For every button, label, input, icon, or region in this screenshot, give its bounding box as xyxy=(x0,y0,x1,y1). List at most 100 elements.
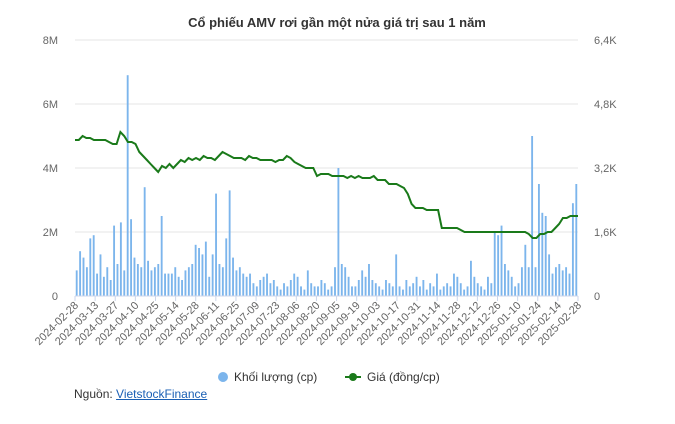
volume-bar xyxy=(133,257,136,296)
volume-bar xyxy=(388,283,391,296)
volume-bar xyxy=(160,216,163,296)
volume-bar xyxy=(507,270,510,296)
volume-bar xyxy=(143,187,146,296)
volume-bar xyxy=(252,283,255,296)
volume-bar xyxy=(391,286,394,296)
volume-bar xyxy=(293,273,296,296)
volume-bar xyxy=(436,273,438,296)
volume-bar xyxy=(446,283,449,296)
volume-bar xyxy=(378,286,381,296)
volume-bar xyxy=(279,289,282,296)
volume-bar xyxy=(520,267,523,296)
volume-bar xyxy=(473,276,476,296)
source-label: Nguồn: xyxy=(74,387,113,401)
volume-bar xyxy=(371,280,374,296)
y-right-tick-label: 6,4K xyxy=(594,35,617,47)
volume-bar xyxy=(113,225,116,296)
grid xyxy=(75,39,578,233)
volume-bar xyxy=(99,254,102,296)
volume-bar xyxy=(337,168,340,296)
source-note: Nguồn: VietstockFinance xyxy=(74,387,207,401)
volume-bar xyxy=(242,273,245,296)
volume-bar xyxy=(449,286,452,296)
y-left-tick-label: 8M xyxy=(43,35,58,47)
volume-bar xyxy=(221,267,224,296)
legend-volume-marker xyxy=(218,372,228,382)
volume-bar xyxy=(470,260,472,296)
volume-bar xyxy=(194,244,197,296)
volume-bar xyxy=(361,270,364,296)
volume-bar xyxy=(119,222,122,296)
volume-bar xyxy=(551,273,554,296)
volume-bar xyxy=(303,289,306,296)
volume-bar xyxy=(232,257,234,296)
volume-bar xyxy=(245,276,248,296)
volume-bar xyxy=(300,286,302,296)
volume-bar xyxy=(323,283,326,296)
volume-bar xyxy=(395,254,398,296)
volume-bar xyxy=(276,286,279,296)
legend-volume-label: Khối lượng (cp) xyxy=(234,370,317,384)
y-left-tick-label: 4M xyxy=(43,163,58,175)
volume-bar xyxy=(167,273,170,296)
volume-bar xyxy=(487,276,489,296)
volume-bar xyxy=(266,273,268,296)
volume-bar xyxy=(320,280,323,296)
volume-bar xyxy=(490,283,493,296)
volume-bar xyxy=(96,273,99,296)
volume-bar xyxy=(439,289,442,296)
volume-bar xyxy=(402,289,404,296)
volume-bar xyxy=(561,270,564,296)
volume-bar xyxy=(453,273,455,296)
y-right-tick-label: 4,8K xyxy=(594,99,617,111)
volume-bar xyxy=(201,254,204,296)
volume-bar xyxy=(140,267,143,296)
volume-bar xyxy=(385,280,387,296)
volume-bar xyxy=(405,280,408,296)
volume-bar xyxy=(364,276,367,296)
volume-bar xyxy=(75,270,78,296)
volume-bar xyxy=(228,190,231,296)
volume-bar xyxy=(225,238,228,296)
volume-bar xyxy=(317,286,319,296)
volume-bar xyxy=(79,251,82,296)
volume-bar xyxy=(422,280,425,296)
volume-bar xyxy=(374,283,377,296)
volume-bar xyxy=(283,283,285,296)
volume-bar xyxy=(187,267,190,296)
volume-bar xyxy=(510,276,513,296)
source-link[interactable]: VietstockFinance xyxy=(116,387,208,401)
volume-bar xyxy=(92,235,95,296)
volume-bar xyxy=(211,254,214,296)
volume-bar xyxy=(238,267,241,296)
volume-bar xyxy=(262,276,265,296)
volume-bar xyxy=(157,264,160,296)
volume-bar xyxy=(381,289,384,296)
volume-bar xyxy=(531,136,534,296)
volume-bar xyxy=(153,267,156,296)
volume-bar xyxy=(351,286,353,296)
volume-bar xyxy=(249,273,251,296)
volume-bar xyxy=(500,225,503,296)
volume-bar xyxy=(527,267,530,296)
volume-bar xyxy=(459,283,462,296)
volume-bar xyxy=(177,276,180,296)
volume-bar xyxy=(204,241,207,296)
volume-bar xyxy=(344,267,347,296)
volume-bar xyxy=(408,286,411,296)
volume-bar xyxy=(347,276,350,296)
y-left-tick-label: 0 xyxy=(52,291,58,303)
volume-bar xyxy=(215,193,217,296)
volume-bar xyxy=(123,270,126,296)
volume-bar xyxy=(136,264,139,296)
volume-bars xyxy=(75,75,578,296)
legend-item-volume[interactable]: Khối lượng (cp) xyxy=(218,370,317,384)
y-left-axis: 8M 6M 4M 2M 0 xyxy=(43,35,58,303)
volume-bar xyxy=(497,235,500,296)
volume-bar xyxy=(537,184,540,296)
legend-item-price[interactable]: Giá (đồng/cp) xyxy=(345,370,440,384)
volume-bar xyxy=(296,276,299,296)
volume-bar xyxy=(334,267,336,296)
volume-bar xyxy=(483,289,486,296)
